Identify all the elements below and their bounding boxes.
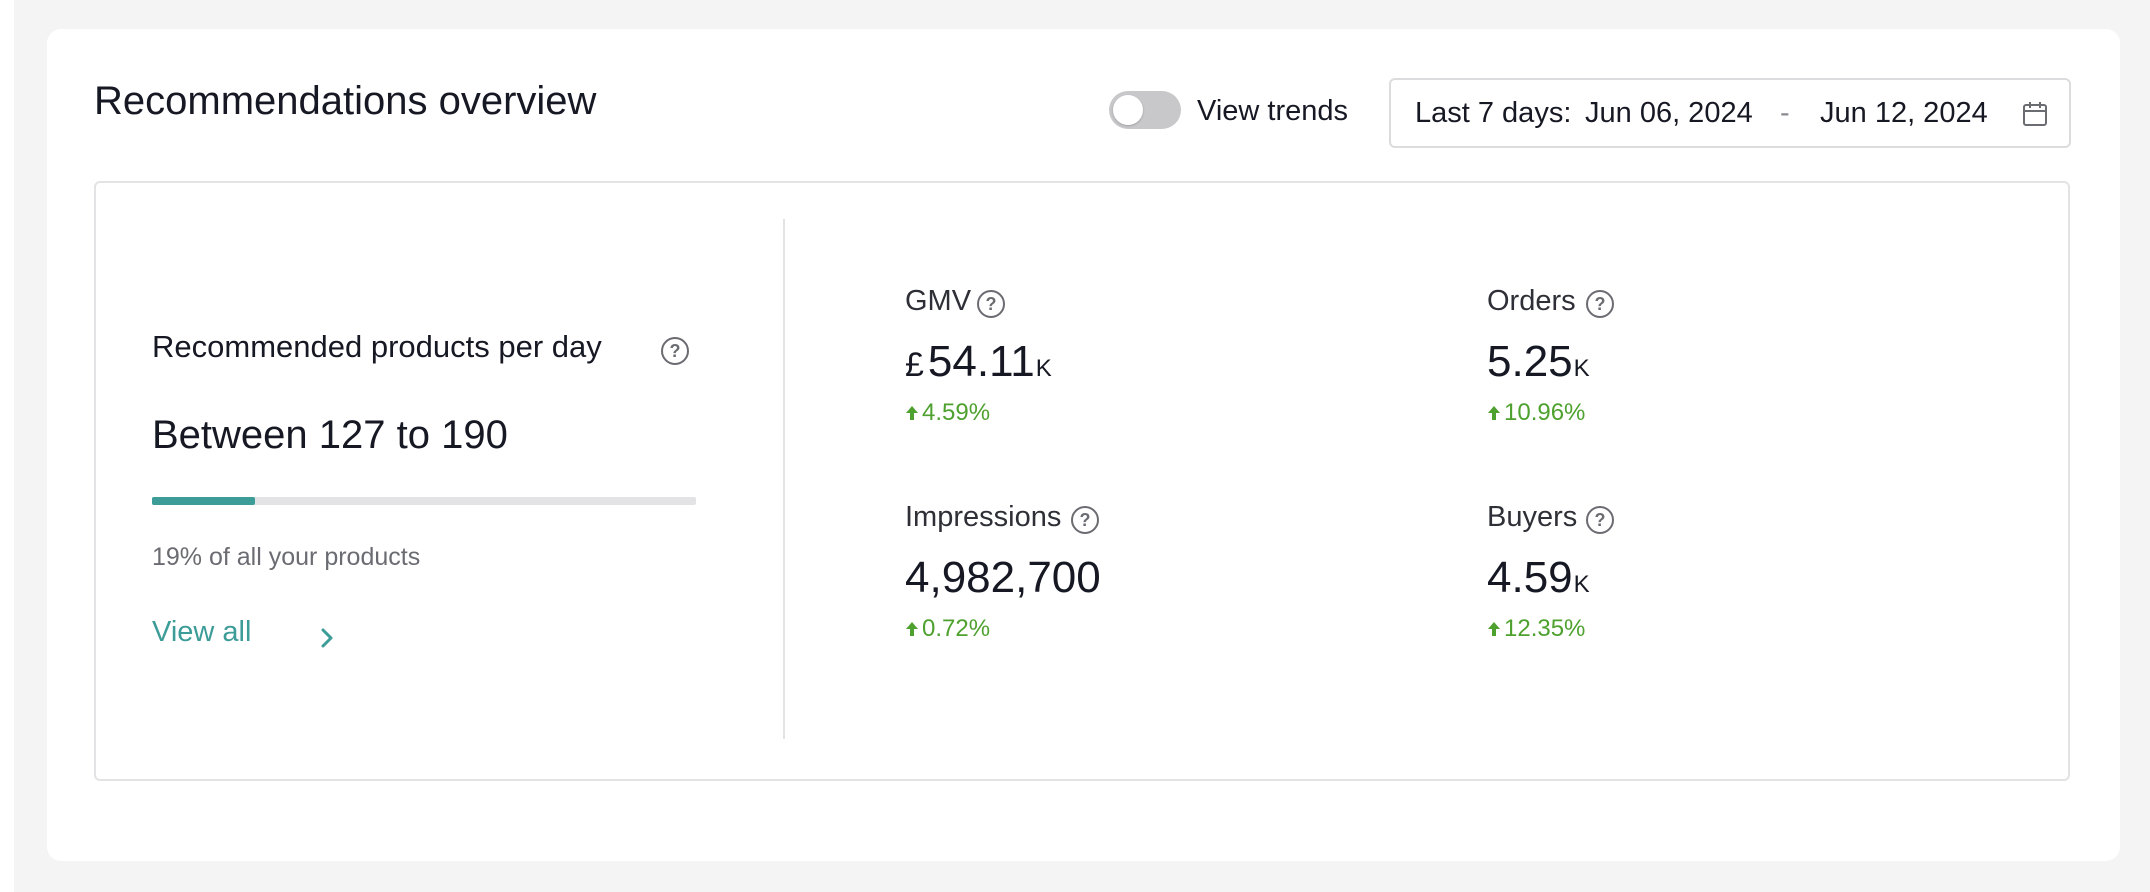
date-range-separator: - (1780, 97, 1790, 129)
arrow-up-icon (906, 406, 918, 420)
metric-change: 12.35% (1487, 615, 1585, 643)
metric-buyers: Buyers ? 4.59K 12.35% (1487, 501, 1987, 671)
recommended-products-progress (152, 497, 696, 505)
help-icon[interactable]: ? (977, 290, 1005, 318)
date-range-prefix: Last 7 days: (1415, 97, 1572, 129)
date-range-start[interactable]: Jun 06, 2024 (1585, 97, 1753, 129)
metric-value: 4,982,700 (905, 553, 1101, 603)
metric-impressions: Impressions ? 4,982,700 0.72% (905, 501, 1405, 671)
chevron-right-icon[interactable] (317, 627, 337, 649)
metric-label: GMV (905, 285, 972, 317)
metric-unit: K (1035, 355, 1052, 382)
overview-card (94, 181, 2070, 781)
metric-unit: K (1573, 571, 1590, 598)
view-trends-label: View trends (1197, 95, 1348, 127)
metric-change-value: 10.96% (1504, 399, 1586, 426)
arrow-up-icon (906, 622, 918, 636)
progress-fill (152, 497, 256, 505)
metric-change-value: 0.72% (922, 615, 991, 642)
metric-change: 4.59% (905, 399, 990, 427)
date-range-end[interactable]: Jun 12, 2024 (1820, 97, 1988, 129)
metric-change-value: 12.35% (1504, 615, 1586, 642)
metric-number: 5.25 (1487, 337, 1573, 386)
calendar-icon[interactable] (2021, 100, 2049, 128)
metric-number: 4,982,700 (905, 553, 1101, 602)
page-left-edge (0, 0, 14, 892)
view-all-link[interactable]: View all (152, 616, 252, 648)
help-icon[interactable]: ? (1071, 506, 1099, 534)
metric-unit: K (1573, 355, 1590, 382)
card-divider (783, 219, 785, 739)
metric-change: 0.72% (905, 615, 990, 643)
toggle-knob (1113, 95, 1143, 125)
date-range-picker[interactable]: Last 7 days: Jun 06, 2024 - Jun 12, 2024 (1389, 78, 2071, 148)
metric-value: 4.59K (1487, 553, 1590, 603)
recommended-products-label: Recommended products per day (152, 329, 602, 364)
metric-number: 54.11 (927, 337, 1035, 386)
recommended-products-value: Between 127 to 190 (152, 413, 508, 457)
recommended-products-subtitle: 19% of all your products (152, 543, 421, 571)
help-icon[interactable]: ? (661, 337, 689, 365)
metric-orders: Orders ? 5.25K 10.96% (1487, 285, 1987, 455)
metric-label: Buyers (1487, 501, 1578, 533)
help-icon[interactable]: ? (1586, 506, 1614, 534)
metric-value: £54.11K (905, 337, 1052, 387)
metric-label: Impressions (905, 501, 1062, 533)
metric-change-value: 4.59% (922, 399, 991, 426)
metric-change: 10.96% (1487, 399, 1585, 427)
arrow-up-icon (1488, 406, 1500, 420)
arrow-up-icon (1488, 622, 1500, 636)
metric-value: 5.25K (1487, 337, 1590, 387)
view-trends-toggle[interactable] (1109, 91, 1181, 129)
metric-number: 4.59 (1487, 553, 1573, 602)
metric-label: Orders (1487, 285, 1576, 317)
help-icon[interactable]: ? (1586, 290, 1614, 318)
recommendations-panel: Recommendations overview View trends Las… (47, 29, 2120, 861)
currency-symbol: £ (905, 346, 924, 384)
metric-gmv: GMV ? £54.11K 4.59% (905, 285, 1405, 455)
page-title: Recommendations overview (94, 79, 597, 123)
